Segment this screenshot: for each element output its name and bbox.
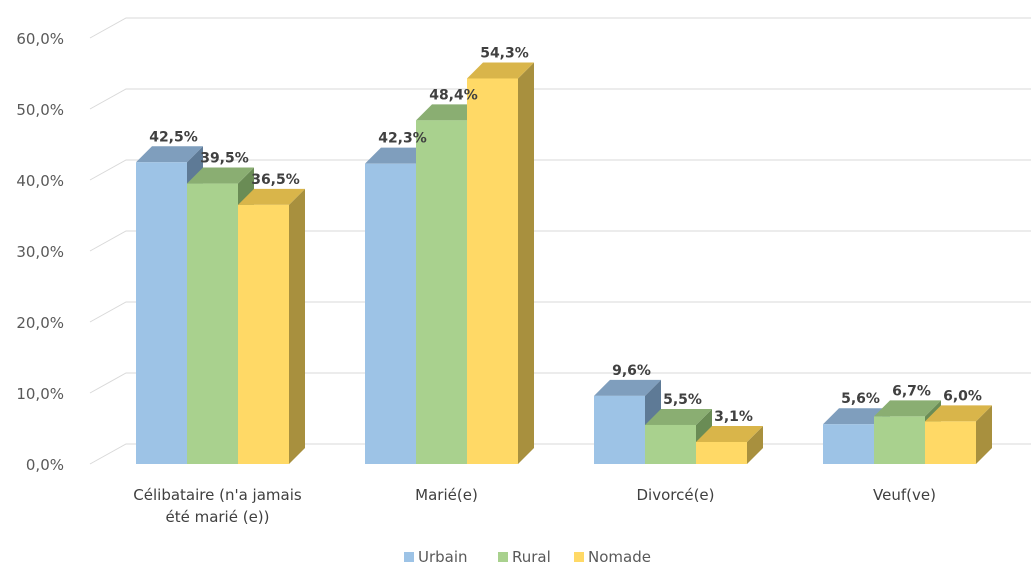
bar: [925, 405, 992, 464]
data-label: 5,6%: [841, 391, 880, 407]
bar-top: [594, 379, 661, 396]
bar-front: [594, 395, 645, 464]
y-tick-label: 40,0%: [16, 172, 64, 190]
x-tick-label: Célibataire (n'a jamais: [133, 486, 302, 504]
data-label: 42,3%: [378, 131, 427, 147]
y-axis: 0,0% 10,0% 20,0% 30,0% 40,0% 50,0% 60,0%: [16, 30, 64, 474]
legend: Urbain Rural Nomade: [404, 548, 651, 565]
x-axis: Célibataire (n'a jamais été marié (e)) Mar…: [133, 486, 936, 526]
legend-swatch: [574, 552, 584, 562]
y-tick-label: 50,0%: [16, 101, 64, 119]
bar-front: [645, 424, 696, 464]
data-label: 5,5%: [663, 392, 702, 408]
gridline: [89, 17, 1031, 39]
x-tick-label: Divorcé(e): [636, 486, 714, 504]
data-label: 42,5%: [149, 129, 198, 145]
y-tick-label: 0,0%: [26, 456, 64, 474]
data-label: 3,1%: [714, 409, 753, 425]
gridline: [89, 230, 1031, 252]
bar-top: [645, 408, 712, 425]
bars: [136, 62, 992, 465]
bar-side: [289, 188, 305, 464]
legend-item: Nomade: [574, 548, 651, 565]
bar: [467, 62, 534, 464]
bar-side: [747, 425, 763, 464]
data-label: 9,6%: [612, 363, 651, 379]
legend-label: Nomade: [588, 548, 651, 565]
legend-swatch: [498, 552, 508, 562]
bar-top: [467, 62, 534, 79]
y-tick-label: 20,0%: [16, 314, 64, 332]
legend-swatch: [404, 552, 414, 562]
gridline: [89, 301, 1031, 323]
bar-top: [925, 405, 992, 422]
legend-label: Urbain: [418, 548, 468, 565]
y-tick-label: 30,0%: [16, 243, 64, 261]
bar-top: [238, 188, 305, 205]
legend-label: Rural: [512, 548, 551, 565]
data-label: 39,5%: [200, 151, 249, 167]
x-tick-label: Veuf(ve): [873, 486, 936, 504]
bar: [238, 188, 305, 464]
bar-front: [416, 120, 467, 465]
gridline: [89, 88, 1031, 110]
bar-top: [696, 425, 763, 442]
data-label: 36,5%: [251, 172, 300, 188]
bar-side: [518, 62, 534, 464]
bar-front: [238, 204, 289, 464]
bar-front: [696, 441, 747, 464]
x-tick-label: été marié (e)): [165, 508, 269, 526]
y-tick-label: 60,0%: [16, 30, 64, 48]
bar-top: [823, 408, 890, 425]
bar-top: [187, 167, 254, 184]
bar-top: [365, 147, 432, 164]
gridlines: [89, 17, 1031, 465]
legend-item: Rural: [498, 548, 551, 565]
bar-top: [874, 400, 941, 417]
y-tick-label: 10,0%: [16, 385, 64, 403]
x-tick-label: Marié(e): [415, 486, 478, 504]
data-label: 48,4%: [429, 87, 478, 103]
bar-front: [467, 78, 518, 464]
bar-top: [416, 104, 483, 121]
legend-item: Urbain: [404, 548, 468, 565]
bar-front: [823, 424, 874, 464]
bar-front: [365, 163, 416, 465]
data-label: 6,7%: [892, 383, 931, 399]
bar: [696, 425, 763, 464]
data-label: 6,0%: [943, 388, 982, 404]
bar-front: [187, 183, 238, 465]
gridline: [89, 159, 1031, 181]
bar-front: [874, 416, 925, 464]
bar-front: [136, 162, 187, 464]
gridline: [89, 372, 1031, 394]
data-label: 54,3%: [480, 45, 529, 61]
bar-front: [925, 421, 976, 464]
bar-side: [976, 405, 992, 464]
bar-top: [136, 146, 203, 163]
data-labels: 42,5% 42,3% 9,6% 5,6% 39,5% 48,4% 5,5% 6,7% 36,5…: [149, 45, 982, 425]
